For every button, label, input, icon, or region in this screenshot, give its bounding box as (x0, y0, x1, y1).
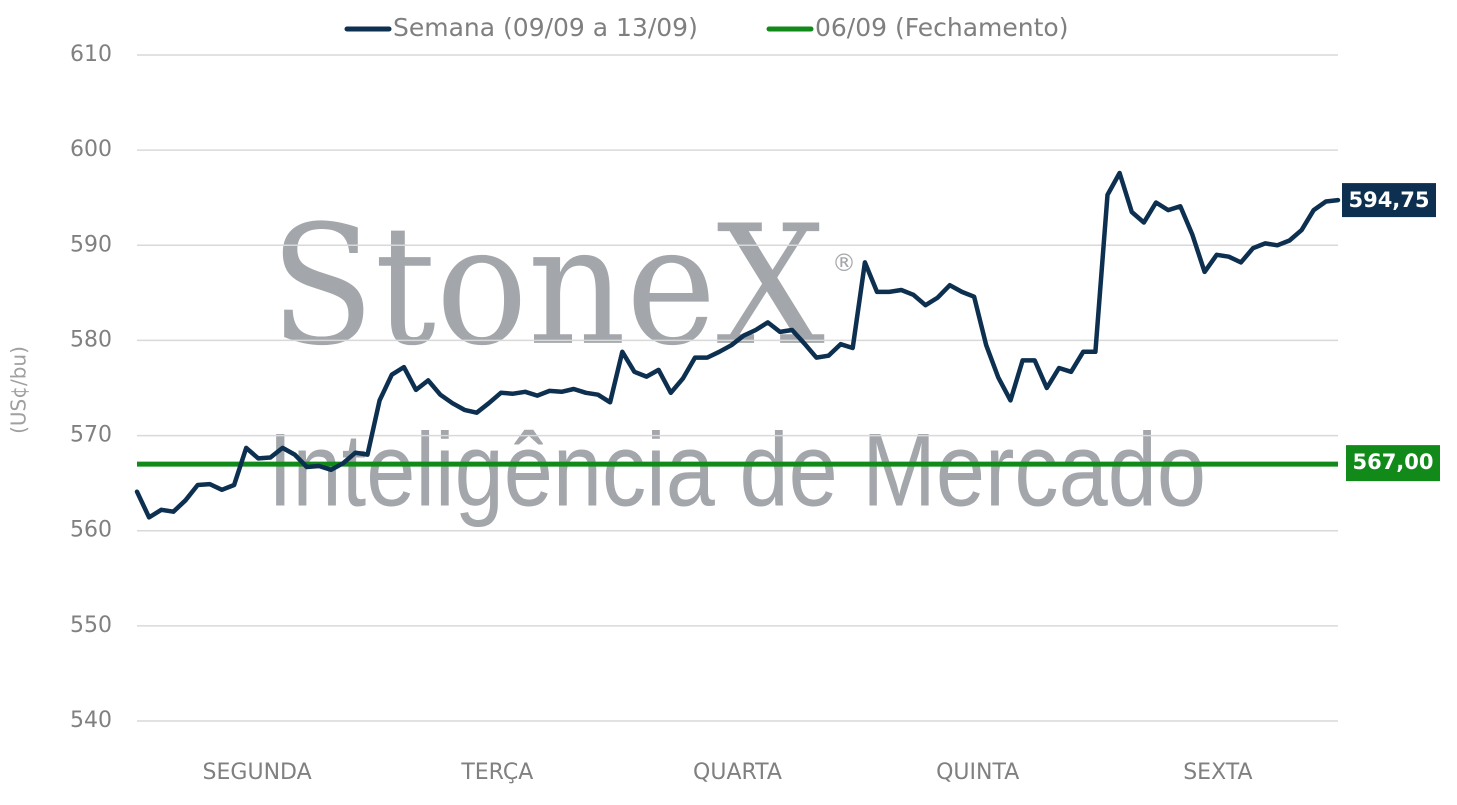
x-tick-label: QUARTA (693, 760, 782, 785)
ref-label: 567,00 (1352, 450, 1433, 474)
x-tick-label: TERÇA (460, 760, 533, 785)
legend-label: Semana (09/09 a 13/09) (393, 13, 698, 42)
watermark-tagline: Inteligência de Mercado (268, 412, 1206, 528)
y-tick-label: 610 (70, 42, 112, 67)
end-label: 594,75 (1348, 188, 1429, 212)
x-tick-label: SEGUNDA (203, 760, 312, 785)
y-tick-label: 550 (70, 613, 112, 638)
watermark-brand: StoneX (270, 190, 825, 382)
y-tick-label: 600 (70, 137, 112, 162)
y-tick-label: 560 (70, 518, 112, 543)
y-axis-label: (US¢/bu) (7, 346, 31, 434)
y-tick-label: 580 (70, 327, 112, 352)
x-tick-label: SEXTA (1183, 760, 1252, 785)
ref-label-box (1346, 445, 1440, 482)
y-tick-label: 570 (70, 423, 112, 448)
legend-label: 06/09 (Fechamento) (815, 13, 1068, 42)
y-tick-label: 540 (70, 708, 112, 733)
watermark-mark: ® (832, 249, 856, 277)
x-tick-label: QUINTA (936, 760, 1019, 785)
end-label-box (1342, 183, 1436, 218)
y-tick-label: 590 (70, 232, 112, 257)
watermark: StoneX ® Inteligência de Mercado (268, 190, 1206, 529)
series-line (134, 170, 1341, 520)
